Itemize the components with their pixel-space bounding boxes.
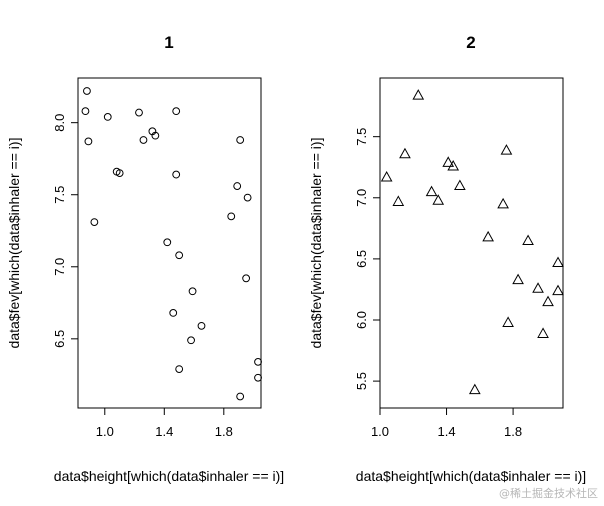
data-point bbox=[90, 218, 99, 227]
data-point bbox=[83, 87, 91, 95]
data-point bbox=[243, 193, 252, 202]
data-point bbox=[135, 108, 143, 117]
data-point bbox=[81, 107, 90, 116]
panel-1-x-axis-label: data$height[which(data$inhaler == i)] bbox=[54, 468, 284, 484]
y-tick-label: 5.5 bbox=[354, 372, 369, 390]
panel-1: 1 1.0 1.4 1.8 6.5 7.0 7.5 8.0 data$height[whi… bbox=[6, 33, 284, 484]
data-point bbox=[468, 383, 481, 395]
data-point bbox=[432, 194, 445, 205]
data-point bbox=[151, 131, 160, 140]
data-point bbox=[502, 316, 514, 327]
y-tick-label: 6.0 bbox=[354, 311, 369, 329]
panel-1-y-axis-label: data$fev[which(data$inhaler == i)] bbox=[6, 138, 22, 349]
data-point bbox=[197, 321, 206, 330]
data-point bbox=[522, 234, 534, 246]
y-tick-label: 7.5 bbox=[354, 128, 369, 146]
y-tick-label: 8.0 bbox=[52, 114, 67, 132]
panel-2-x-axis-label: data$height[which(data$inhaler == i)] bbox=[356, 468, 586, 484]
y-tick-label: 7.5 bbox=[52, 186, 67, 204]
data-point bbox=[392, 195, 405, 206]
panel-2-points bbox=[380, 89, 564, 395]
panel-2-y-axis-label: data$fev[which(data$inhaler == i)] bbox=[308, 138, 324, 349]
data-point bbox=[236, 136, 245, 144]
data-point bbox=[380, 170, 393, 182]
panel-2: 2 1.0 1.4 1.8 5.5 6.0 6.5 7.0 7.5 data$height[… bbox=[308, 33, 586, 484]
x-tick-label: 1.0 bbox=[96, 424, 114, 439]
data-point bbox=[425, 185, 438, 197]
data-point bbox=[482, 230, 494, 242]
data-point bbox=[169, 308, 178, 317]
data-point bbox=[175, 365, 184, 373]
panel-1-plot-frame bbox=[77, 77, 262, 409]
data-point bbox=[552, 284, 564, 296]
x-tick-label: 1.8 bbox=[215, 424, 233, 439]
data-point bbox=[542, 295, 554, 307]
panel-1-y-axis: 6.5 7.0 7.5 8.0 bbox=[52, 114, 79, 348]
data-point bbox=[227, 212, 236, 221]
panel-1-title: 1 bbox=[164, 33, 173, 52]
data-point bbox=[497, 197, 509, 209]
data-point bbox=[163, 238, 172, 247]
y-tick-label: 7.0 bbox=[52, 258, 67, 276]
data-point bbox=[84, 137, 93, 146]
data-point bbox=[103, 113, 112, 121]
panel-2-title: 2 bbox=[466, 33, 475, 52]
y-tick-label: 6.5 bbox=[354, 250, 369, 268]
data-point bbox=[254, 357, 262, 366]
data-point bbox=[399, 147, 411, 159]
x-tick-label: 1.4 bbox=[438, 424, 456, 439]
panel-2-y-axis: 5.5 6.0 6.5 7.0 7.5 bbox=[354, 128, 381, 390]
data-point bbox=[172, 170, 181, 179]
data-point bbox=[175, 251, 184, 260]
data-point bbox=[233, 182, 242, 190]
x-tick-label: 1.0 bbox=[371, 424, 389, 439]
panel-2-plot-frame bbox=[379, 77, 564, 409]
data-point bbox=[139, 136, 148, 144]
data-point bbox=[447, 159, 460, 171]
panel-1-points bbox=[81, 87, 262, 401]
data-point bbox=[552, 256, 564, 268]
data-point bbox=[454, 179, 466, 191]
panel-2-x-axis: 1.0 1.4 1.8 bbox=[371, 407, 522, 439]
y-tick-label: 7.0 bbox=[354, 189, 369, 207]
data-point bbox=[172, 107, 181, 116]
data-point bbox=[532, 282, 544, 293]
data-point bbox=[236, 392, 245, 401]
data-point bbox=[500, 144, 513, 155]
y-tick-label: 6.5 bbox=[52, 330, 67, 348]
data-point bbox=[187, 336, 195, 345]
panel-1-x-axis: 1.0 1.4 1.8 bbox=[96, 407, 233, 439]
data-point bbox=[512, 273, 524, 285]
x-tick-label: 1.8 bbox=[504, 424, 522, 439]
data-point bbox=[115, 169, 124, 178]
data-point bbox=[412, 89, 425, 100]
data-point bbox=[442, 156, 455, 167]
data-point bbox=[242, 274, 251, 283]
watermark: @稀土掘金技术社区 bbox=[499, 486, 598, 500]
data-point bbox=[254, 373, 262, 382]
x-tick-label: 1.4 bbox=[155, 424, 173, 439]
data-point bbox=[188, 287, 197, 296]
data-point bbox=[537, 327, 549, 338]
